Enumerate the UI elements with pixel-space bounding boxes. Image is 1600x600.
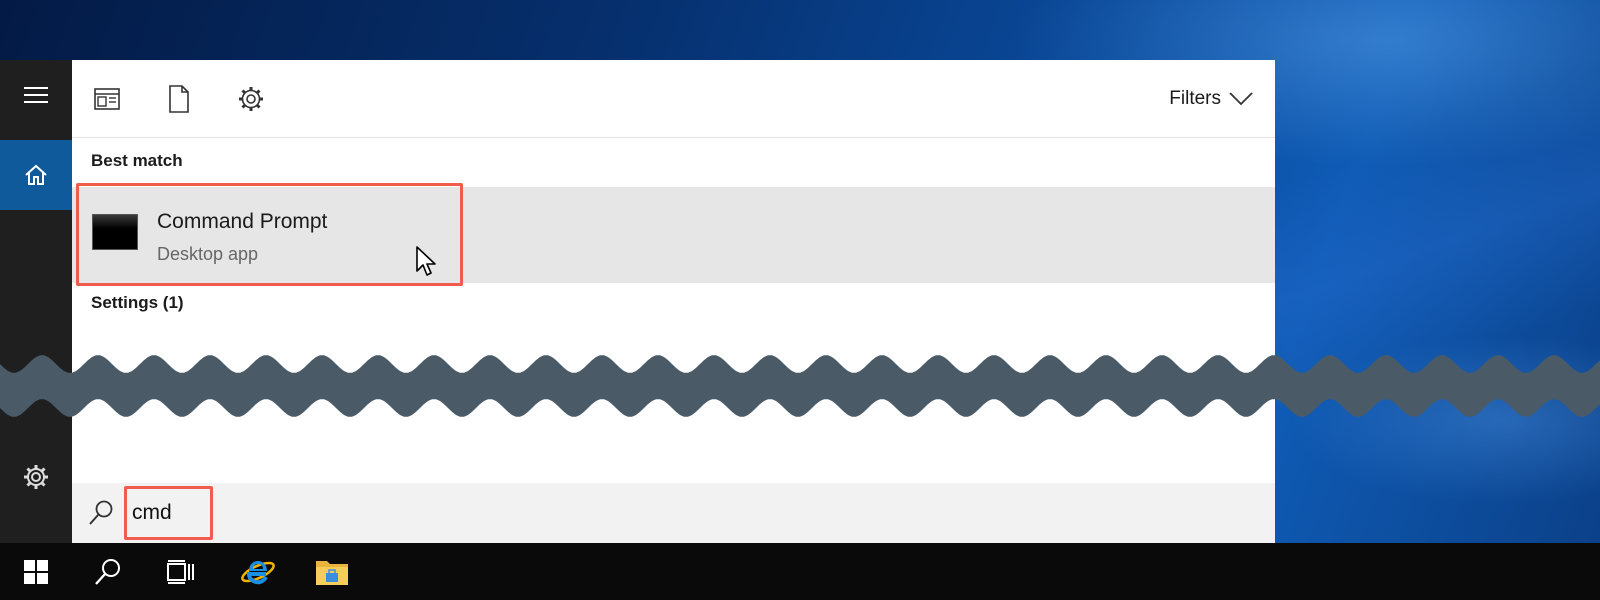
start-menu-rail	[0, 60, 72, 543]
apps-icon	[94, 88, 120, 110]
search-box[interactable]	[72, 483, 1275, 543]
documents-scope-button[interactable]	[164, 84, 194, 114]
search-icon	[95, 558, 120, 585]
hamburger-menu-button[interactable]	[0, 60, 72, 130]
best-match-result[interactable]: Command Prompt Desktop app	[72, 187, 1275, 283]
settings-gear-icon	[24, 465, 48, 489]
home-icon	[25, 164, 47, 185]
screenshot-break-band	[0, 355, 1600, 417]
filters-label: Filters	[1169, 88, 1221, 109]
search-icon	[89, 500, 113, 525]
settings-button[interactable]	[0, 442, 72, 512]
hamburger-menu-icon	[24, 87, 48, 103]
task-view-button[interactable]	[144, 543, 216, 600]
settings-heading: Settings (1)	[91, 293, 184, 312]
internet-explorer-icon	[241, 560, 275, 584]
search-text-highlight	[124, 486, 213, 540]
result-type: Desktop app	[157, 244, 259, 264]
mouse-pointer-icon	[416, 246, 436, 276]
search-results-pane: Filters Best match Command Prompt Deskto…	[72, 60, 1275, 543]
result-name: Command Prompt	[157, 210, 328, 233]
internet-explorer-button[interactable]	[222, 543, 294, 600]
filters-dropdown[interactable]: Filters	[1169, 86, 1253, 112]
documents-icon	[169, 85, 189, 113]
start-button[interactable]	[0, 543, 72, 600]
task-view-icon	[167, 559, 194, 584]
command-prompt-highlight	[76, 183, 463, 286]
file-explorer-button[interactable]	[296, 543, 368, 600]
file-explorer-icon	[316, 560, 348, 585]
command-prompt-icon	[92, 214, 138, 250]
chevron-down-icon	[1229, 92, 1253, 106]
taskbar-search-button[interactable]	[72, 543, 144, 600]
taskbar	[0, 543, 1600, 600]
windows-start-icon	[24, 559, 48, 584]
search-scope-bar: Filters	[72, 60, 1275, 138]
home-button[interactable]	[0, 140, 72, 210]
settings-icon	[239, 87, 263, 111]
apps-scope-button[interactable]	[92, 84, 122, 114]
search-input[interactable]	[132, 497, 432, 529]
settings-scope-button[interactable]	[236, 84, 266, 114]
best-match-heading: Best match	[91, 151, 183, 170]
